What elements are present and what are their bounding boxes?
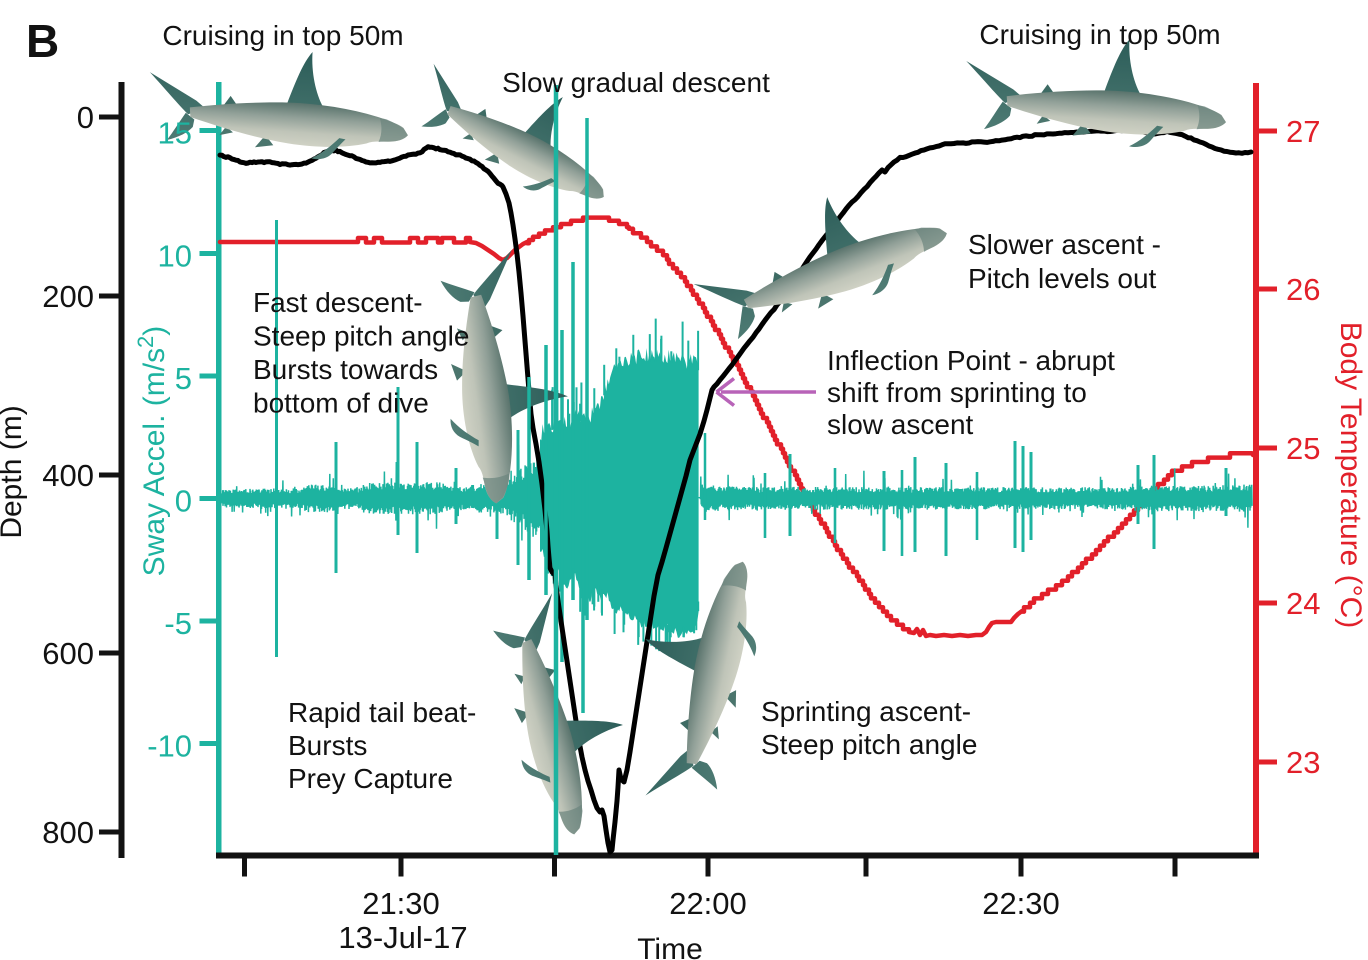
svg-text:26: 26 xyxy=(1286,272,1320,307)
svg-text:800: 800 xyxy=(42,815,94,850)
svg-text:Sway Accel. (m/s2): Sway Accel. (m/s2) xyxy=(133,326,171,577)
svg-text:Prey Capture: Prey Capture xyxy=(288,763,453,794)
svg-text:21:30: 21:30 xyxy=(362,886,440,921)
svg-text:shift from sprinting to: shift from sprinting to xyxy=(827,377,1087,408)
svg-text:Pitch levels out: Pitch levels out xyxy=(968,263,1157,294)
svg-text:25: 25 xyxy=(1286,431,1320,466)
svg-text:10: 10 xyxy=(158,239,192,274)
svg-text:Sprinting ascent-: Sprinting ascent- xyxy=(761,696,971,727)
svg-text:13-Jul-17: 13-Jul-17 xyxy=(338,920,467,955)
svg-text:Steep pitch angle: Steep pitch angle xyxy=(253,321,469,352)
svg-text:Fast descent-: Fast descent- xyxy=(253,287,423,318)
svg-text:Inflection Point - abrupt: Inflection Point - abrupt xyxy=(827,345,1115,376)
svg-text:22:00: 22:00 xyxy=(669,886,747,921)
svg-text:200: 200 xyxy=(42,279,94,314)
svg-text:23: 23 xyxy=(1286,745,1320,780)
svg-text:600: 600 xyxy=(42,636,94,671)
svg-text:Cruising in top 50m: Cruising in top 50m xyxy=(162,20,403,51)
svg-text:Slow gradual descent: Slow gradual descent xyxy=(502,67,770,98)
svg-text:-10: -10 xyxy=(147,729,192,764)
svg-text:B: B xyxy=(26,15,59,67)
svg-text:Depth (m): Depth (m) xyxy=(0,405,28,538)
svg-text:slow ascent: slow ascent xyxy=(827,409,974,440)
svg-text:15: 15 xyxy=(158,116,192,151)
svg-text:5: 5 xyxy=(175,361,192,396)
svg-text:Body Temperature (°C): Body Temperature (°C) xyxy=(1334,322,1367,629)
svg-text:400: 400 xyxy=(42,458,94,493)
svg-text:27: 27 xyxy=(1286,114,1320,149)
svg-text:Rapid tail beat-: Rapid tail beat- xyxy=(288,697,476,728)
svg-text:Bursts towards: Bursts towards xyxy=(253,354,438,385)
svg-text:Steep pitch angle: Steep pitch angle xyxy=(761,729,977,760)
svg-text:Cruising in top 50m: Cruising in top 50m xyxy=(979,19,1220,50)
svg-text:bottom of dive: bottom of dive xyxy=(253,388,429,419)
svg-text:0: 0 xyxy=(77,100,94,135)
svg-text:24: 24 xyxy=(1286,586,1320,621)
svg-text:0: 0 xyxy=(175,484,192,519)
svg-text:Bursts: Bursts xyxy=(288,730,367,761)
svg-text:22:30: 22:30 xyxy=(982,886,1060,921)
svg-text:Slower ascent -: Slower ascent - xyxy=(968,229,1161,260)
svg-text:Time: Time xyxy=(637,933,703,960)
svg-text:-5: -5 xyxy=(164,606,192,641)
